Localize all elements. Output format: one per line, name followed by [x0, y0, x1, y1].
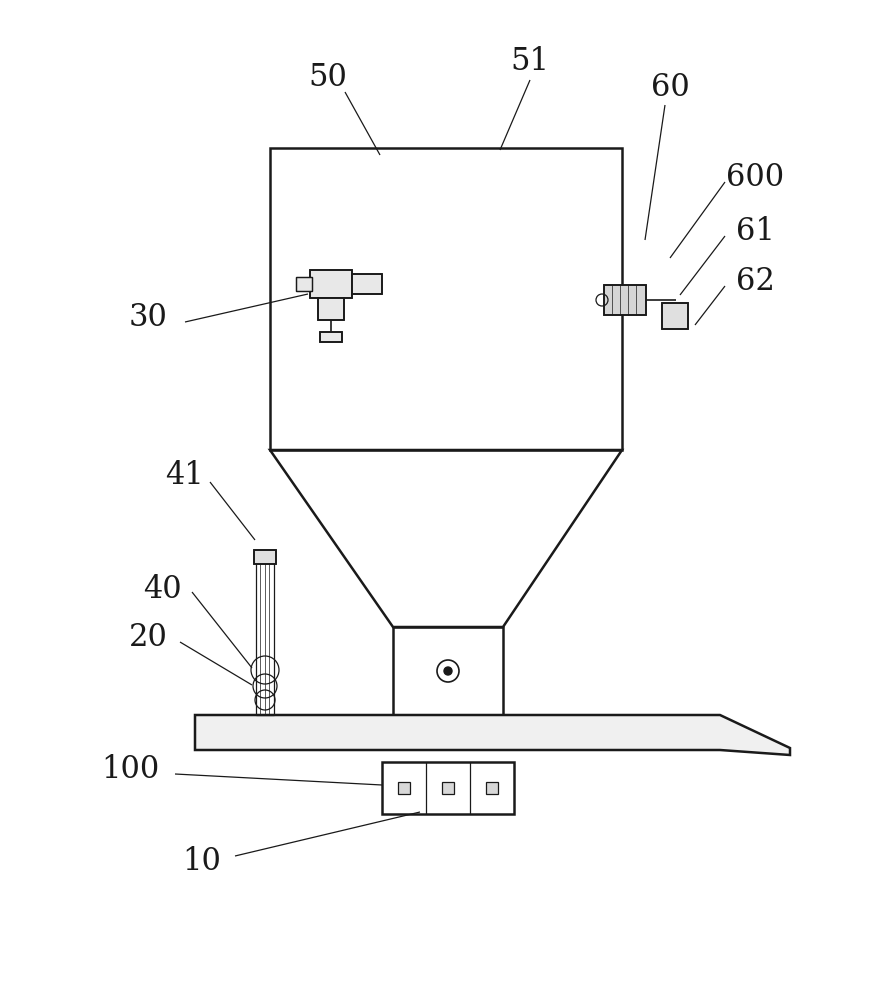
Bar — [310, 270, 352, 298]
Bar — [296, 277, 312, 291]
Text: 50: 50 — [309, 62, 347, 94]
Text: 100: 100 — [101, 754, 159, 786]
Bar — [398, 782, 410, 794]
Text: 60: 60 — [651, 73, 689, 104]
Bar — [254, 550, 276, 564]
Text: 30: 30 — [129, 302, 168, 334]
Bar — [486, 782, 498, 794]
Text: 41: 41 — [165, 460, 204, 490]
Bar — [318, 298, 344, 320]
Text: 40: 40 — [143, 574, 181, 605]
Text: 600: 600 — [726, 162, 784, 194]
Bar — [382, 762, 514, 814]
Bar — [662, 303, 688, 329]
Polygon shape — [195, 715, 790, 755]
Bar — [352, 274, 382, 294]
Bar — [442, 782, 454, 794]
Bar — [318, 298, 344, 320]
Text: 61: 61 — [736, 217, 774, 247]
Bar — [310, 270, 352, 298]
Text: 62: 62 — [736, 266, 774, 298]
Bar — [662, 303, 688, 329]
Bar — [256, 555, 274, 715]
Bar — [604, 285, 646, 315]
Text: 20: 20 — [129, 622, 168, 654]
Bar — [352, 274, 382, 294]
Bar — [270, 148, 622, 450]
Circle shape — [444, 667, 452, 675]
Text: 10: 10 — [182, 846, 221, 878]
Bar — [604, 285, 646, 315]
Bar — [393, 627, 503, 715]
Bar — [254, 550, 276, 564]
Bar — [320, 332, 342, 342]
Text: 51: 51 — [511, 46, 549, 78]
Bar — [320, 332, 342, 342]
Bar — [296, 277, 312, 291]
